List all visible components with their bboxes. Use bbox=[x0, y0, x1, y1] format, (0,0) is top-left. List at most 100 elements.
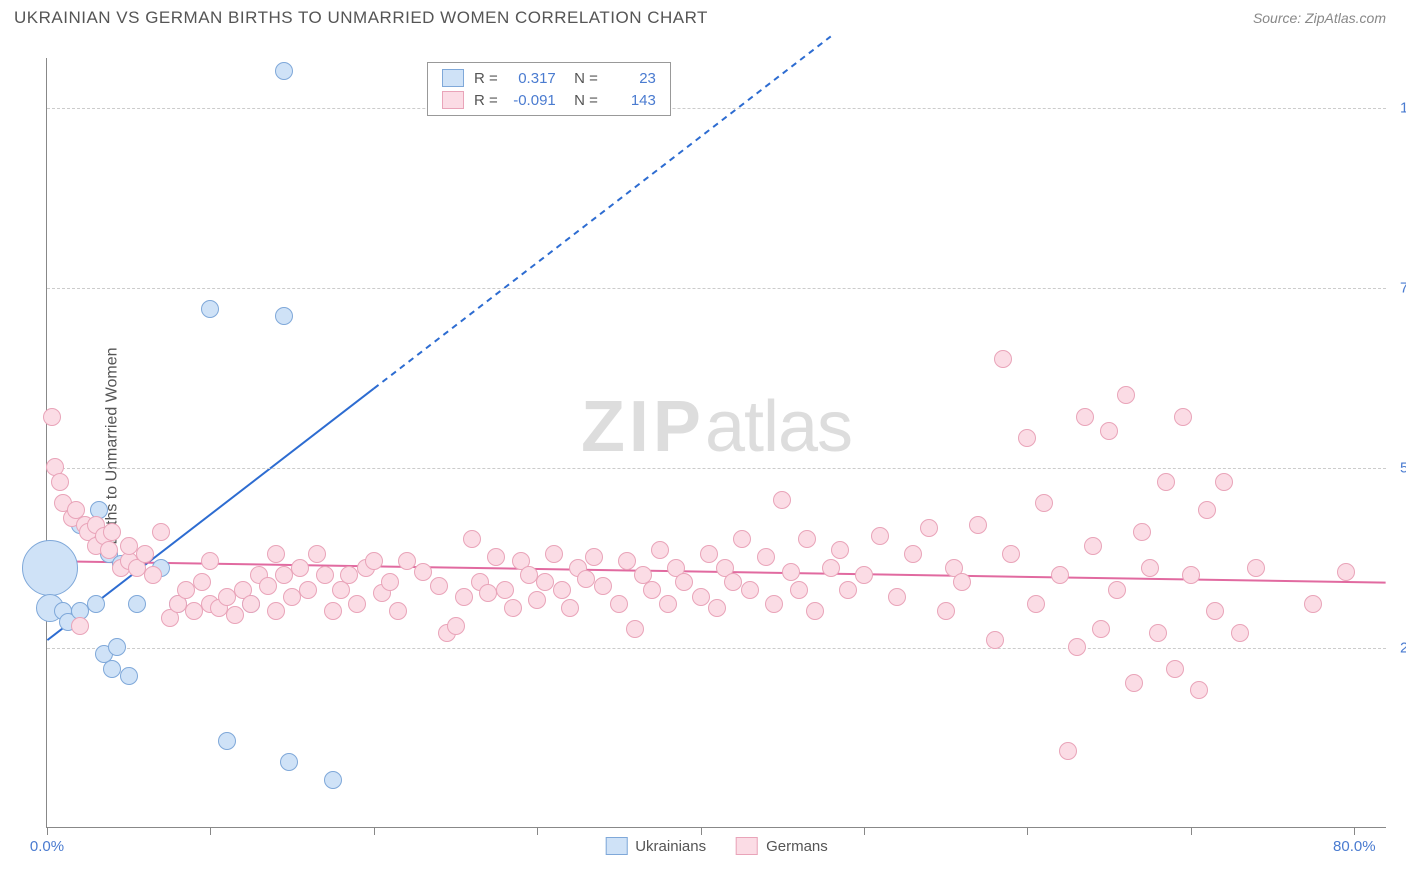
data-point[interactable] bbox=[969, 516, 987, 534]
data-point[interactable] bbox=[708, 599, 726, 617]
data-point[interactable] bbox=[626, 620, 644, 638]
data-point[interactable] bbox=[937, 602, 955, 620]
data-point[interactable] bbox=[1247, 559, 1265, 577]
data-point[interactable] bbox=[324, 602, 342, 620]
data-point[interactable] bbox=[585, 548, 603, 566]
data-point[interactable] bbox=[414, 563, 432, 581]
data-point[interactable] bbox=[22, 540, 78, 596]
data-point[interactable] bbox=[152, 523, 170, 541]
data-point[interactable] bbox=[1141, 559, 1159, 577]
data-point[interactable] bbox=[994, 350, 1012, 368]
data-point[interactable] bbox=[455, 588, 473, 606]
data-point[interactable] bbox=[389, 602, 407, 620]
data-point[interactable] bbox=[259, 577, 277, 595]
data-point[interactable] bbox=[1157, 473, 1175, 491]
data-point[interactable] bbox=[430, 577, 448, 595]
data-point[interactable] bbox=[757, 548, 775, 566]
data-point[interactable] bbox=[1166, 660, 1184, 678]
data-point[interactable] bbox=[651, 541, 669, 559]
data-point[interactable] bbox=[986, 631, 1004, 649]
data-point[interactable] bbox=[308, 545, 326, 563]
data-point[interactable] bbox=[953, 573, 971, 591]
legend-item[interactable]: Germans bbox=[736, 837, 828, 855]
data-point[interactable] bbox=[365, 552, 383, 570]
data-point[interactable] bbox=[855, 566, 873, 584]
data-point[interactable] bbox=[71, 617, 89, 635]
data-point[interactable] bbox=[798, 530, 816, 548]
data-point[interactable] bbox=[782, 563, 800, 581]
data-point[interactable] bbox=[128, 595, 146, 613]
data-point[interactable] bbox=[1133, 523, 1151, 541]
data-point[interactable] bbox=[100, 541, 118, 559]
data-point[interactable] bbox=[103, 523, 121, 541]
data-point[interactable] bbox=[831, 541, 849, 559]
data-point[interactable] bbox=[1084, 537, 1102, 555]
data-point[interactable] bbox=[700, 545, 718, 563]
data-point[interactable] bbox=[773, 491, 791, 509]
data-point[interactable] bbox=[280, 753, 298, 771]
data-point[interactable] bbox=[340, 566, 358, 584]
data-point[interactable] bbox=[51, 473, 69, 491]
data-point[interactable] bbox=[299, 581, 317, 599]
data-point[interactable] bbox=[643, 581, 661, 599]
data-point[interactable] bbox=[1182, 566, 1200, 584]
data-point[interactable] bbox=[1206, 602, 1224, 620]
data-point[interactable] bbox=[108, 638, 126, 656]
data-point[interactable] bbox=[790, 581, 808, 599]
data-point[interactable] bbox=[545, 545, 563, 563]
data-point[interactable] bbox=[1117, 386, 1135, 404]
data-point[interactable] bbox=[43, 408, 61, 426]
data-point[interactable] bbox=[1002, 545, 1020, 563]
data-point[interactable] bbox=[283, 588, 301, 606]
data-point[interactable] bbox=[291, 559, 309, 577]
data-point[interactable] bbox=[733, 530, 751, 548]
data-point[interactable] bbox=[1125, 674, 1143, 692]
data-point[interactable] bbox=[1059, 742, 1077, 760]
data-point[interactable] bbox=[553, 581, 571, 599]
data-point[interactable] bbox=[610, 595, 628, 613]
data-point[interactable] bbox=[659, 595, 677, 613]
data-point[interactable] bbox=[324, 771, 342, 789]
data-point[interactable] bbox=[226, 606, 244, 624]
data-point[interactable] bbox=[218, 732, 236, 750]
data-point[interactable] bbox=[577, 570, 595, 588]
data-point[interactable] bbox=[528, 591, 546, 609]
data-point[interactable] bbox=[479, 584, 497, 602]
data-point[interactable] bbox=[765, 595, 783, 613]
data-point[interactable] bbox=[504, 599, 522, 617]
data-point[interactable] bbox=[1051, 566, 1069, 584]
data-point[interactable] bbox=[1035, 494, 1053, 512]
data-point[interactable] bbox=[463, 530, 481, 548]
data-point[interactable] bbox=[267, 602, 285, 620]
data-point[interactable] bbox=[675, 573, 693, 591]
data-point[interactable] bbox=[218, 588, 236, 606]
data-point[interactable] bbox=[618, 552, 636, 570]
data-point[interactable] bbox=[1190, 681, 1208, 699]
data-point[interactable] bbox=[316, 566, 334, 584]
data-point[interactable] bbox=[871, 527, 889, 545]
data-point[interactable] bbox=[87, 595, 105, 613]
data-point[interactable] bbox=[1027, 595, 1045, 613]
data-point[interactable] bbox=[888, 588, 906, 606]
legend-item[interactable]: Ukrainians bbox=[605, 837, 706, 855]
data-point[interactable] bbox=[267, 545, 285, 563]
data-point[interactable] bbox=[136, 545, 154, 563]
data-point[interactable] bbox=[193, 573, 211, 591]
data-point[interactable] bbox=[839, 581, 857, 599]
data-point[interactable] bbox=[1337, 563, 1355, 581]
data-point[interactable] bbox=[1231, 624, 1249, 642]
data-point[interactable] bbox=[904, 545, 922, 563]
data-point[interactable] bbox=[1198, 501, 1216, 519]
data-point[interactable] bbox=[447, 617, 465, 635]
data-point[interactable] bbox=[120, 667, 138, 685]
data-point[interactable] bbox=[1068, 638, 1086, 656]
data-point[interactable] bbox=[144, 566, 162, 584]
data-point[interactable] bbox=[275, 307, 293, 325]
data-point[interactable] bbox=[120, 537, 138, 555]
data-point[interactable] bbox=[1215, 473, 1233, 491]
data-point[interactable] bbox=[185, 602, 203, 620]
data-point[interactable] bbox=[103, 660, 121, 678]
data-point[interactable] bbox=[496, 581, 514, 599]
data-point[interactable] bbox=[1174, 408, 1192, 426]
data-point[interactable] bbox=[692, 588, 710, 606]
